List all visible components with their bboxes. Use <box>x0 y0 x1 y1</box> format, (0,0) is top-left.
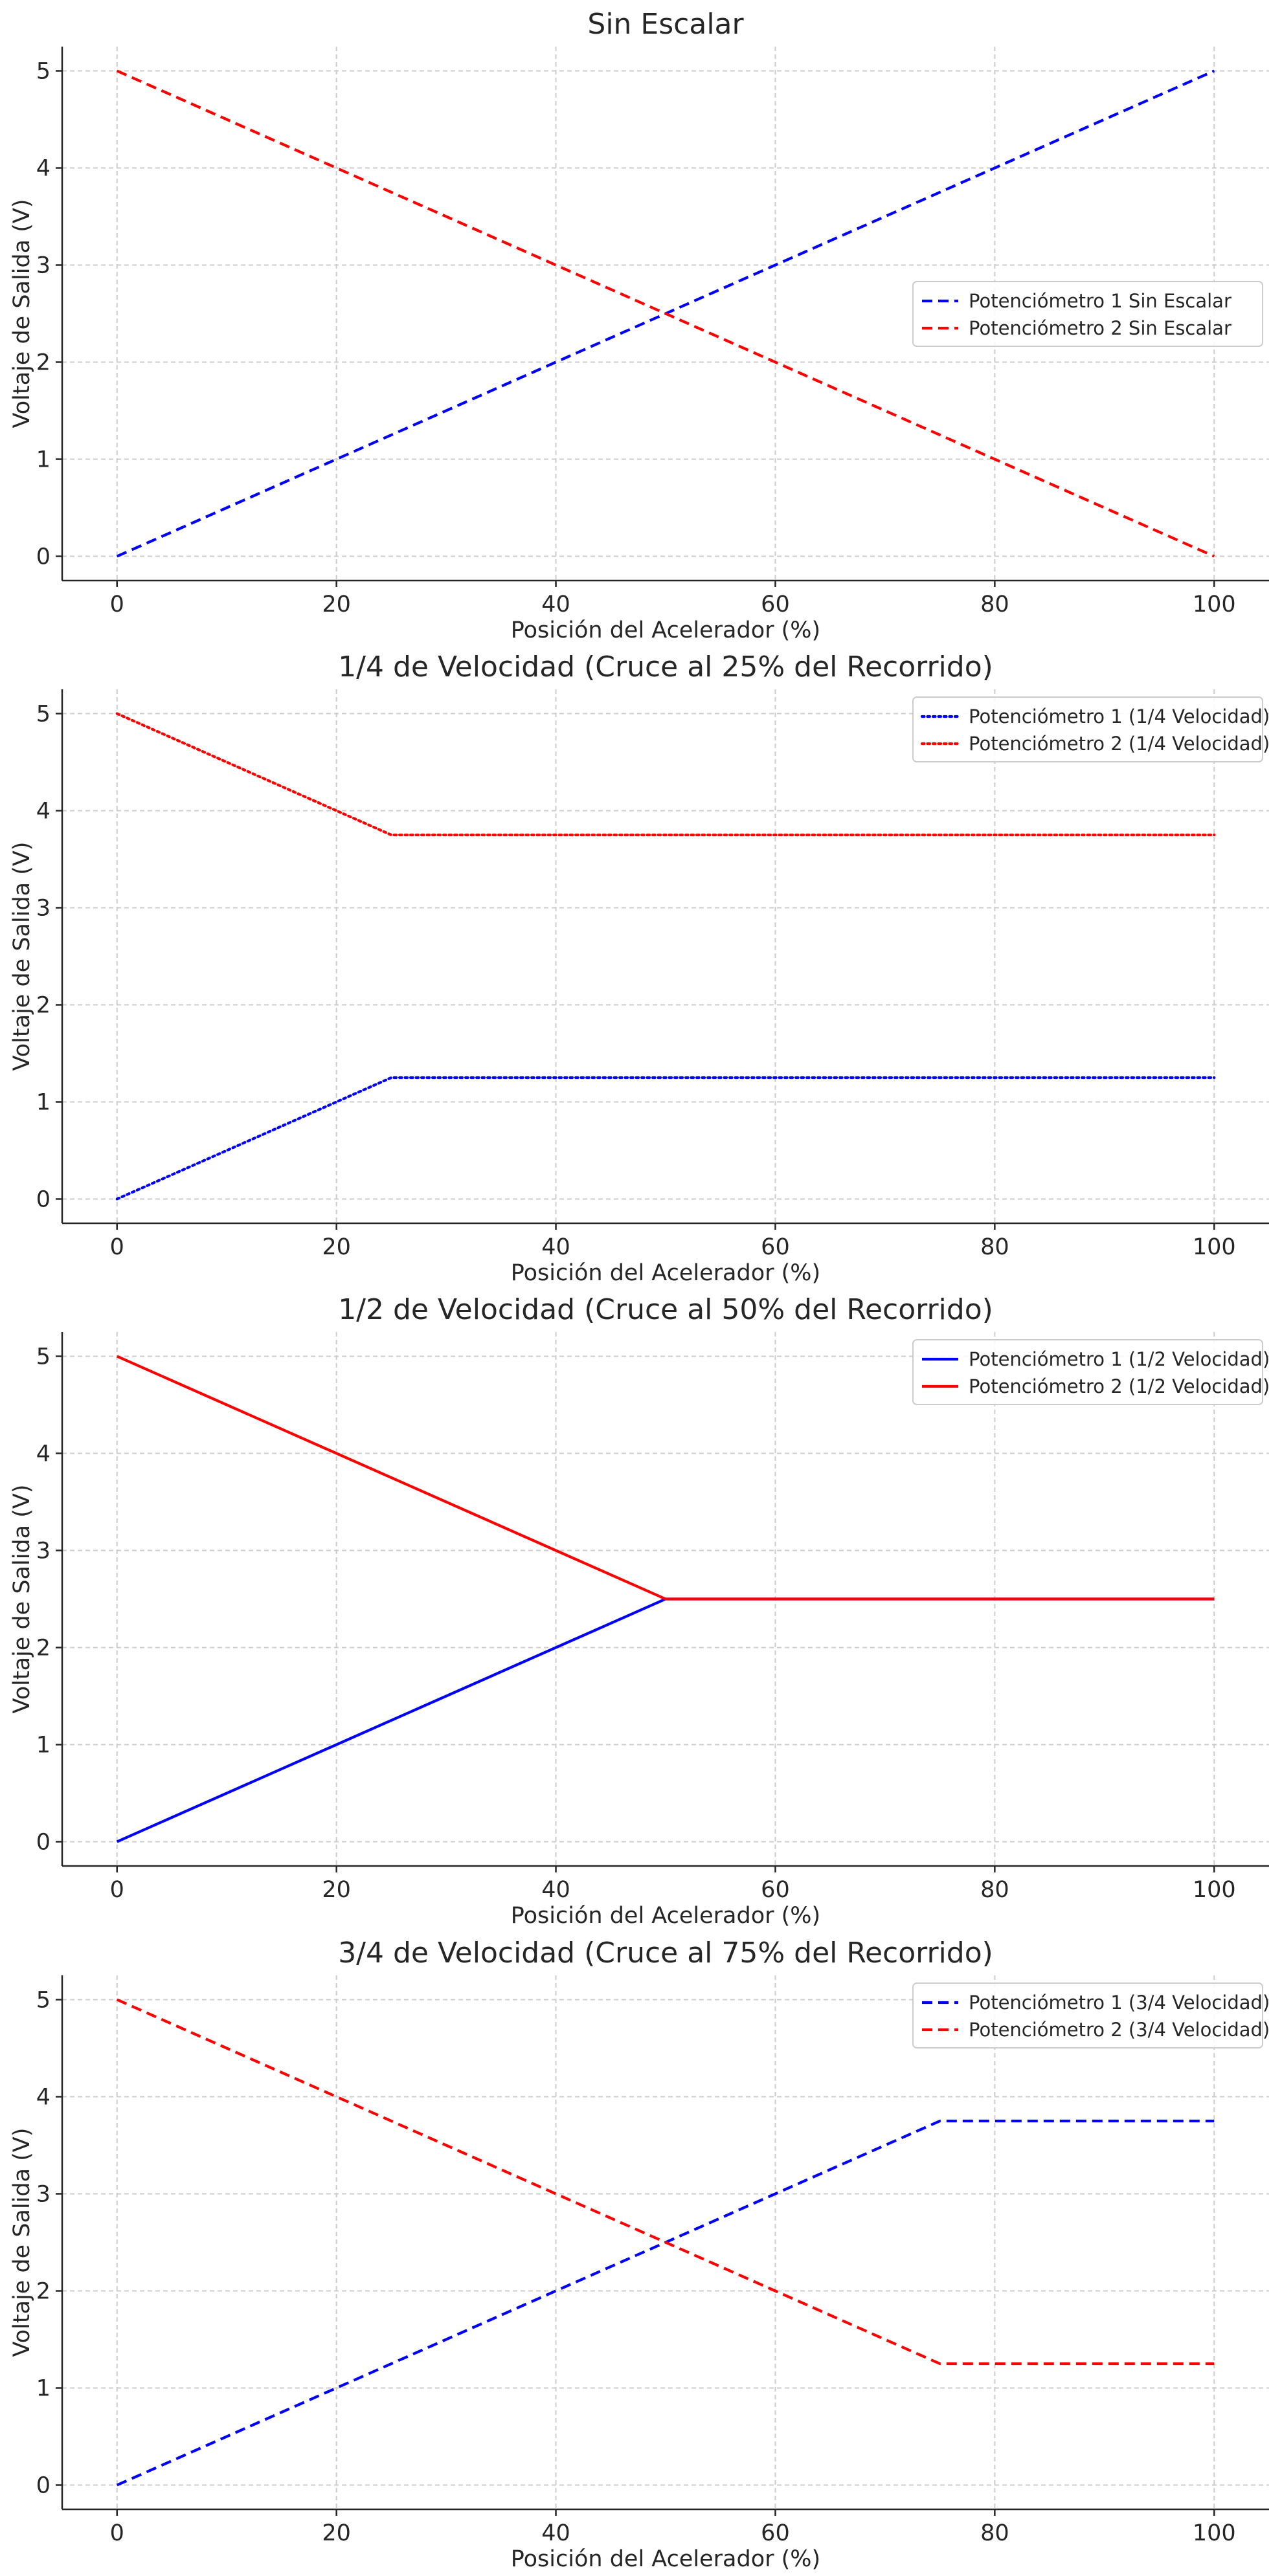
y-tick-label: 0 <box>36 544 51 570</box>
legend: Potenciómetro 1 (1/4 Velocidad) Potencióm… <box>912 696 1270 762</box>
x-tick-label: 60 <box>761 592 790 617</box>
legend-label-1: Potenciómetro 1 (1/4 Velocidad) <box>969 705 1270 727</box>
x-tick-label: 60 <box>761 1234 790 1260</box>
x-tick-label: 60 <box>761 2520 790 2546</box>
y-tick-label: 5 <box>36 1344 51 1370</box>
y-axis-label: Voltaje de Salida (V) <box>9 842 35 1071</box>
legend-label-1: Potenciómetro 1 (3/4 Velocidad) <box>969 1992 1270 2014</box>
x-tick-label: 100 <box>1193 592 1236 617</box>
series-line-1 <box>115 1076 1216 1201</box>
legend-box <box>912 1339 1263 1405</box>
y-tick-label: 1 <box>36 2376 51 2402</box>
x-tick-label: 100 <box>1193 2520 1236 2546</box>
x-tick-label: 80 <box>980 2520 1009 2546</box>
chart-panel-3: 0 20 40 60 80 100 0 1 2 3 4 5 1/2 de Velocidad (Cruc… <box>9 1293 1270 1929</box>
legend: Potenciómetro 1 (1/2 Velocidad) Potencióm… <box>912 1339 1270 1405</box>
legend-box <box>912 1982 1263 2049</box>
series-line-2 <box>116 69 1215 558</box>
y-tick-label: 3 <box>36 896 51 922</box>
x-tick-label: 80 <box>980 1877 1009 1903</box>
series-line-2 <box>115 712 1216 837</box>
x-tick-label: 40 <box>541 592 570 617</box>
y-tick-label: 2 <box>36 350 51 376</box>
legend-box <box>912 281 1263 347</box>
x-tick-label: 40 <box>541 1234 570 1260</box>
y-tick-label: 1 <box>36 1733 51 1759</box>
x-tick-label: 20 <box>322 1877 351 1903</box>
y-tick-label: 3 <box>36 1538 51 1564</box>
chart-title: 1/4 de Velocidad (Cruce al 25% del Recor… <box>338 650 993 683</box>
x-tick-label: 40 <box>541 1877 570 1903</box>
y-tick-label: 4 <box>36 1441 51 1467</box>
y-axis-label: Voltaje de Salida (V) <box>9 2128 35 2357</box>
legend-label-2: Potenciómetro 2 Sin Escalar <box>969 317 1231 339</box>
y-tick-label: 5 <box>36 702 51 727</box>
legend-label-2: Potenciómetro 2 (3/4 Velocidad) <box>969 2019 1270 2041</box>
y-tick-label: 5 <box>36 1988 51 2014</box>
y-axis-label: Voltaje de Salida (V) <box>9 199 35 428</box>
x-tick-label: 0 <box>110 592 124 617</box>
y-tick-label: 4 <box>36 2085 51 2111</box>
y-tick-label: 0 <box>36 1187 51 1213</box>
x-tick-label: 100 <box>1193 1877 1236 1903</box>
series-line-1 <box>116 2119 1215 2487</box>
x-tick-label: 20 <box>322 592 351 617</box>
legend-label-1: Potenciómetro 1 Sin Escalar <box>969 290 1231 312</box>
x-axis-label: Posición del Acelerador (%) <box>511 617 820 643</box>
y-tick-label: 4 <box>36 156 51 182</box>
x-tick-label: 0 <box>110 1234 124 1260</box>
x-tick-label: 60 <box>761 1877 790 1903</box>
legend-box <box>912 696 1263 762</box>
y-tick-label: 5 <box>36 59 51 85</box>
x-axis-label: Posición del Acelerador (%) <box>511 1260 820 1286</box>
x-tick-label: 20 <box>322 1234 351 1260</box>
legend: Potenciómetro 1 Sin Escalar Potenciómetro… <box>912 281 1263 347</box>
x-tick-label: 80 <box>980 1234 1009 1260</box>
chart-panel-2: 0 20 40 60 80 100 0 1 2 3 4 5 1/4 de Velocidad (Cruc… <box>9 650 1270 1286</box>
x-tick-label: 0 <box>110 2520 124 2546</box>
x-tick-label: 0 <box>110 1877 124 1903</box>
x-tick-label: 20 <box>322 2520 351 2546</box>
y-tick-label: 3 <box>36 253 51 279</box>
legend-label-1: Potenciómetro 1 (1/2 Velocidad) <box>969 1348 1270 1370</box>
x-axis-label: Posición del Acelerador (%) <box>511 1903 820 1929</box>
y-tick-label: 4 <box>36 799 51 825</box>
y-tick-label: 0 <box>36 1830 51 1856</box>
y-tick-label: 2 <box>36 1636 51 1661</box>
x-tick-label: 40 <box>541 2520 570 2546</box>
series-line-1 <box>116 1597 1215 1843</box>
chart-title: 1/2 de Velocidad (Cruce al 50% del Recor… <box>338 1293 993 1326</box>
x-tick-label: 80 <box>980 592 1009 617</box>
series-line-2 <box>116 1355 1215 1601</box>
series-line-2 <box>116 1998 1215 2366</box>
x-tick-label: 100 <box>1193 1234 1236 1260</box>
chart-panel-4: 0 20 40 60 80 100 0 1 2 3 4 5 3/4 de Velocidad (Cruc… <box>9 1937 1270 2572</box>
chart-title: 3/4 de Velocidad (Cruce al 75% del Recor… <box>338 1937 993 1970</box>
y-tick-label: 0 <box>36 2473 51 2499</box>
chart-title: Sin Escalar <box>587 8 744 41</box>
legend-label-2: Potenciómetro 2 (1/4 Velocidad) <box>969 733 1270 755</box>
y-tick-label: 2 <box>36 2279 51 2305</box>
x-axis-label: Posición del Acelerador (%) <box>511 2546 820 2572</box>
legend-label-2: Potenciómetro 2 (1/2 Velocidad) <box>969 1375 1270 1397</box>
legend: Potenciómetro 1 (3/4 Velocidad) Potencióm… <box>912 1982 1270 2049</box>
chart-panel-1: 0 20 40 60 80 100 0 1 2 3 4 5 Sin Escalar Posición de… <box>9 8 1269 643</box>
y-axis-label: Voltaje de Salida (V) <box>9 1485 35 1714</box>
y-tick-label: 1 <box>36 1090 51 1116</box>
y-tick-label: 2 <box>36 993 51 1019</box>
y-tick-label: 3 <box>36 2182 51 2208</box>
y-tick-label: 1 <box>36 447 51 473</box>
